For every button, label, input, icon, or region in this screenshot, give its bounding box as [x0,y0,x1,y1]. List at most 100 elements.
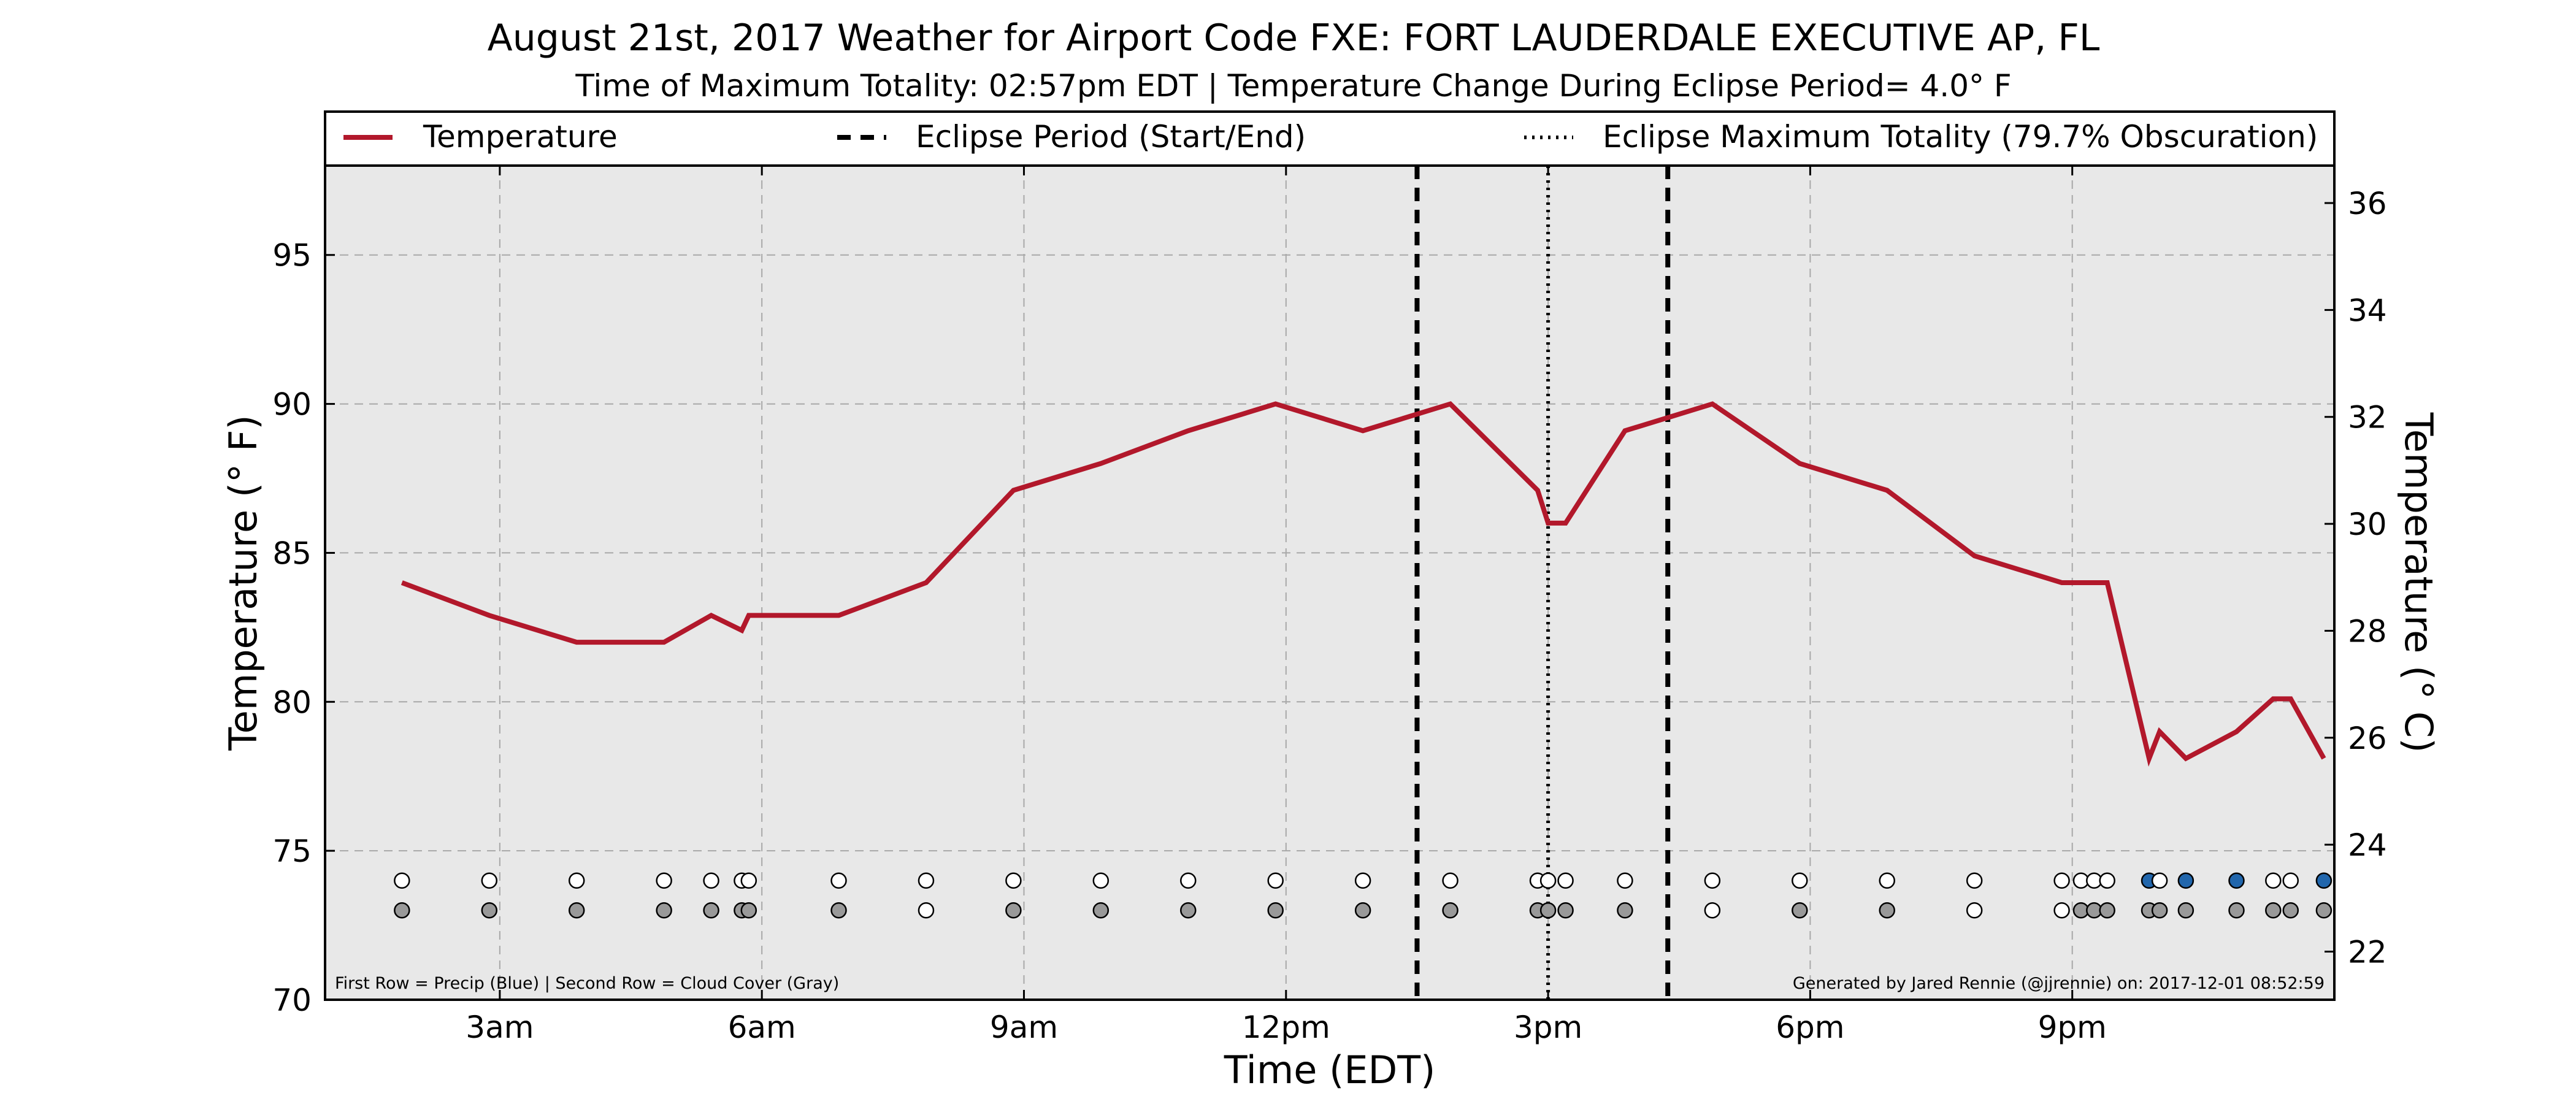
x-tick-label: 12pm [1242,1010,1330,1045]
precip-dot [703,872,719,889]
cloud-dot [1092,902,1110,919]
y-axis-ticks-right: 22 24 26 28 30 32 34 36 [2325,186,2387,970]
x-tick-label: 6am [728,1010,796,1045]
cloud-dot [481,902,498,919]
precip-dot [2265,872,2282,889]
y-tick-label: 85 [272,535,312,571]
y-tick-label: 70 [272,983,312,1018]
condition-dots [394,872,2333,919]
y-right-tick-label: 34 [2348,293,2387,328]
legend-frame [324,110,2336,167]
cloud-dot [1005,902,1022,919]
temperature-series [401,401,2326,767]
cloud-dot [1704,902,1721,919]
precip-dot [830,872,847,889]
x-axis-ticks: 3am 6am 9am 12pm 3pm 6pm 9pm [466,166,2107,1045]
chart-subtitle: Time of Maximum Totality: 02:57pm EDT | … [575,68,2011,104]
precip-dot [2053,872,2070,889]
cloud-dot [2228,902,2245,919]
precip-dot [394,872,410,889]
precip-dot [1617,872,1633,889]
cloud-dot [1617,902,1633,919]
cloud-dot [703,902,719,919]
y-right-tick-label: 36 [2348,186,2387,221]
cloud-dot [1354,902,1371,919]
precip-dot [1879,872,1895,889]
precip-dot [1354,872,1371,889]
temperature-line [401,401,2326,767]
cloud-dot [2177,902,2195,919]
y-right-tick-label: 28 [2348,613,2387,649]
y-right-tick-label: 30 [2348,507,2387,542]
precip-dot [1539,872,1557,889]
precip-dot [2315,872,2333,889]
y-right-tick-label: 22 [2348,935,2387,970]
plot-area [325,166,2334,1000]
cloud-dot [1442,902,1459,919]
y-axis-ticks-left: 70 75 80 85 90 95 [272,238,335,1018]
precip-dot [2177,872,2195,889]
precip-dot [1966,872,1983,889]
cloud-dot [1792,902,1808,919]
precip-dot [1180,872,1197,889]
cloud-dot [656,902,672,919]
cloud-dot [1180,902,1197,919]
precip-dot [568,872,585,889]
precip-dot [918,872,935,889]
y-right-tick-label: 26 [2348,721,2387,756]
precip-dot [1092,872,1110,889]
precip-dot [481,872,498,889]
legend-label-temperature: Temperature [423,119,618,155]
precip-dot [2282,872,2299,889]
cloud-dot [1539,902,1557,919]
legend: Temperature Eclipse Period (Start/End) E… [324,110,2336,167]
y-tick-label: 80 [272,684,312,720]
cloud-dot [2099,902,2115,919]
chart-title: August 21st, 2017 Weather for Airport Co… [488,17,2100,59]
cloud-dot [830,902,847,919]
precip-dot [1557,872,1574,889]
y-tick-label: 90 [272,387,312,423]
cloud-dot [2315,902,2333,919]
precip-dot [1267,872,1284,889]
legend-label-eclipse-period: Eclipse Period (Start/End) [916,119,1306,155]
y-right-tick-label: 32 [2348,400,2387,435]
y-tick-label: 95 [272,238,312,274]
precip-dot [656,872,672,889]
cloud-dot [2053,902,2070,919]
cloud-dot [1557,902,1574,919]
cloud-dot [2282,902,2299,919]
cloud-dot [1267,902,1284,919]
precip-dot [1442,872,1459,889]
y-right-tick-label: 24 [2348,827,2387,863]
eclipse-lines [1414,166,1671,1000]
cloud-dot [2151,902,2168,919]
precip-dot [2099,872,2115,889]
precip-dot [1005,872,1022,889]
precip-dot [740,872,757,889]
x-axis-label: Time (EDT) [1224,1048,1436,1092]
x-tick-label: 3am [466,1010,534,1045]
precip-dot [1792,872,1808,889]
y-axis-label-right: Temperature (° C) [2396,412,2441,753]
cloud-dot [394,902,410,919]
precip-dot [1704,872,1721,889]
cloud-dot [2265,902,2282,919]
precip-dot [2228,872,2245,889]
footnote-right: Generated by Jared Rennie (@jjrennie) on… [1793,974,2325,993]
x-tick-label: 3pm [1514,1010,1582,1045]
legend-label-eclipse-max: Eclipse Maximum Totality (79.7% Obscurat… [1603,119,2318,155]
y-axis-label-left: Temperature (° F) [221,415,266,751]
cloud-dot [918,902,935,919]
cloud-dot [1879,902,1895,919]
x-tick-label: 9pm [2038,1010,2107,1045]
precip-dot [2151,872,2168,889]
y-tick-label: 75 [272,834,312,869]
x-tick-label: 6pm [1776,1010,1844,1045]
cloud-dot [568,902,585,919]
x-tick-label: 9am [990,1010,1058,1045]
cloud-dot [1966,902,1983,919]
grid-lines [325,166,2334,1000]
footnote-left: First Row = Precip (Blue) | Second Row =… [335,974,839,993]
